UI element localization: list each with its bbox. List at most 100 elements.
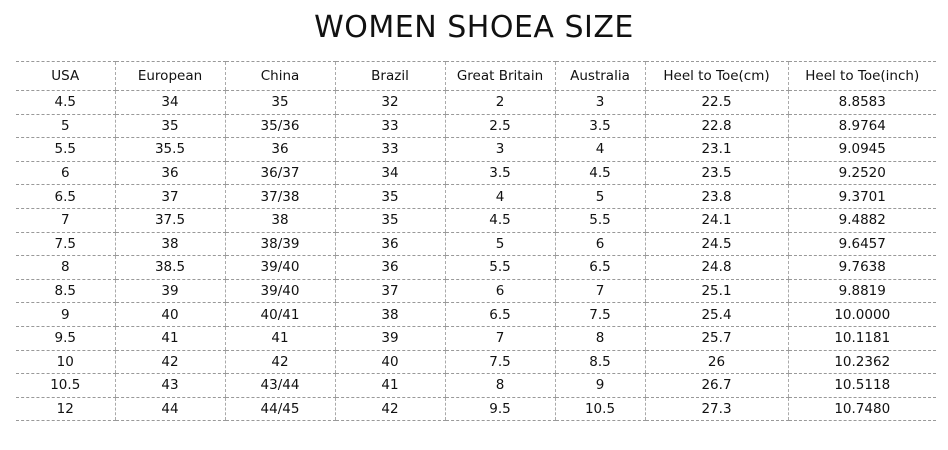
table-cell: 35 xyxy=(334,184,445,209)
table-cell: 42 xyxy=(224,349,335,375)
column-header: Australia xyxy=(554,61,645,91)
table-cell: 38 xyxy=(114,231,225,257)
table-cell: 38.5 xyxy=(114,255,225,280)
table-cell: 9.7638 xyxy=(787,255,936,280)
table-cell: 43/44 xyxy=(224,373,335,398)
table-row: 9.5 41 41 39 7 8 25.7 10.1181 xyxy=(16,325,936,351)
table-row: 10 42 42 40 7.5 8.5 26 10.2362 xyxy=(16,349,936,375)
table-cell: 5 xyxy=(16,113,115,139)
table-cell: 10.7480 xyxy=(787,396,936,422)
table-cell: 6.5 xyxy=(554,255,645,280)
column-header: Heel to Toe(cm) xyxy=(644,61,788,91)
table-cell: 35/36 xyxy=(224,113,335,139)
table-cell: 24.5 xyxy=(644,231,788,257)
table-cell: 8 xyxy=(554,325,645,351)
table-cell: 10.1181 xyxy=(787,325,936,351)
table-cell: 36 xyxy=(224,137,335,162)
table-row: 10.5 43 43/44 41 8 9 26.7 10.5118 xyxy=(16,373,936,398)
table-cell: 4.5 xyxy=(16,90,115,115)
table-cell: 34 xyxy=(114,90,225,115)
table-cell: 8.5 xyxy=(554,349,645,375)
table-cell: 33 xyxy=(334,137,445,162)
table-cell: 7 xyxy=(554,278,645,304)
table-row: 4.5 34 35 32 2 3 22.5 8.8583 xyxy=(16,90,936,115)
table-cell: 38/39 xyxy=(224,231,335,257)
table-cell: 3.5 xyxy=(444,160,555,186)
table-cell: 9.8819 xyxy=(787,278,936,304)
table-cell: 36/37 xyxy=(224,160,335,186)
table-cell: 26.7 xyxy=(644,373,788,398)
table-cell: 9.5 xyxy=(16,325,115,351)
table-cell: 2.5 xyxy=(444,113,555,139)
table-cell: 37/38 xyxy=(224,184,335,209)
table-cell: 5 xyxy=(444,231,555,257)
table-row: 5 35 35/36 33 2.5 3.5 22.8 8.9764 xyxy=(16,113,936,139)
table-cell: 36 xyxy=(334,231,445,257)
table-cell: 9.4882 xyxy=(787,207,936,233)
table-cell: 8.8583 xyxy=(787,90,936,115)
table-cell: 5 xyxy=(554,184,645,209)
column-header: Great Britain xyxy=(444,61,555,91)
table-cell: 25.7 xyxy=(644,325,788,351)
table-cell: 9.5 xyxy=(444,396,555,422)
table-cell: 40 xyxy=(334,349,445,375)
table-row: 5.5 35.5 36 33 3 4 23.1 9.0945 xyxy=(16,137,936,162)
table-cell: 6 xyxy=(444,278,555,304)
table-cell: 3 xyxy=(554,90,645,115)
table-cell: 36 xyxy=(334,255,445,280)
table-cell: 40/41 xyxy=(224,302,335,327)
table-cell: 7.5 xyxy=(16,231,115,257)
table-cell: 10.5 xyxy=(554,396,645,422)
table-cell: 3 xyxy=(444,137,555,162)
table-cell: 8 xyxy=(444,373,555,398)
table-cell: 5.5 xyxy=(16,137,115,162)
column-header: USA xyxy=(16,61,115,91)
table-cell: 7 xyxy=(16,207,115,233)
table-cell: 9.6457 xyxy=(787,231,936,257)
table-cell: 22.5 xyxy=(644,90,788,115)
table-cell: 39/40 xyxy=(224,255,335,280)
table-cell: 44 xyxy=(114,396,225,422)
column-header: Brazil xyxy=(334,61,445,91)
table-cell: 25.1 xyxy=(644,278,788,304)
table-cell: 9.0945 xyxy=(787,137,936,162)
table-cell: 42 xyxy=(114,349,225,375)
table-cell: 24.8 xyxy=(644,255,788,280)
table-cell: 40 xyxy=(114,302,225,327)
table-cell: 39/40 xyxy=(224,278,335,304)
table-cell: 10 xyxy=(16,349,115,375)
table-row: 6 36 36/37 34 3.5 4.5 23.5 9.2520 xyxy=(16,160,936,186)
table-cell: 39 xyxy=(114,278,225,304)
table-cell: 10.5118 xyxy=(787,373,936,398)
column-header: China xyxy=(224,61,335,91)
table-cell: 4 xyxy=(444,184,555,209)
table-cell: 37.5 xyxy=(114,207,225,233)
table-cell: 8.5 xyxy=(16,278,115,304)
size-chart-table: USA European China Brazil Great Britain Austr… xyxy=(16,61,936,422)
table-cell: 32 xyxy=(334,90,445,115)
table-cell: 7.5 xyxy=(444,349,555,375)
table-cell: 6.5 xyxy=(444,302,555,327)
table-cell: 9.2520 xyxy=(787,160,936,186)
table-cell: 36 xyxy=(114,160,225,186)
table-cell: 39 xyxy=(334,325,445,351)
table-cell: 41 xyxy=(334,373,445,398)
table-cell: 37 xyxy=(334,278,445,304)
column-header: European xyxy=(114,61,225,91)
table-cell: 6 xyxy=(554,231,645,257)
header-row: USA European China Brazil Great Britain Austr… xyxy=(16,61,936,91)
table-cell: 41 xyxy=(114,325,225,351)
table-cell: 8.9764 xyxy=(787,113,936,139)
table-cell: 9 xyxy=(16,302,115,327)
table-cell: 33 xyxy=(334,113,445,139)
table-cell: 35 xyxy=(114,113,225,139)
table-cell: 4.5 xyxy=(554,160,645,186)
column-header: Heel to Toe(inch) xyxy=(787,61,936,91)
table-cell: 9.3701 xyxy=(787,184,936,209)
table-row: 8 38.5 39/40 36 5.5 6.5 24.8 9.7638 xyxy=(16,255,936,280)
table-cell: 10.0000 xyxy=(787,302,936,327)
table-cell: 34 xyxy=(334,160,445,186)
table-cell: 41 xyxy=(224,325,335,351)
table-cell: 25.4 xyxy=(644,302,788,327)
table-cell: 38 xyxy=(224,207,335,233)
